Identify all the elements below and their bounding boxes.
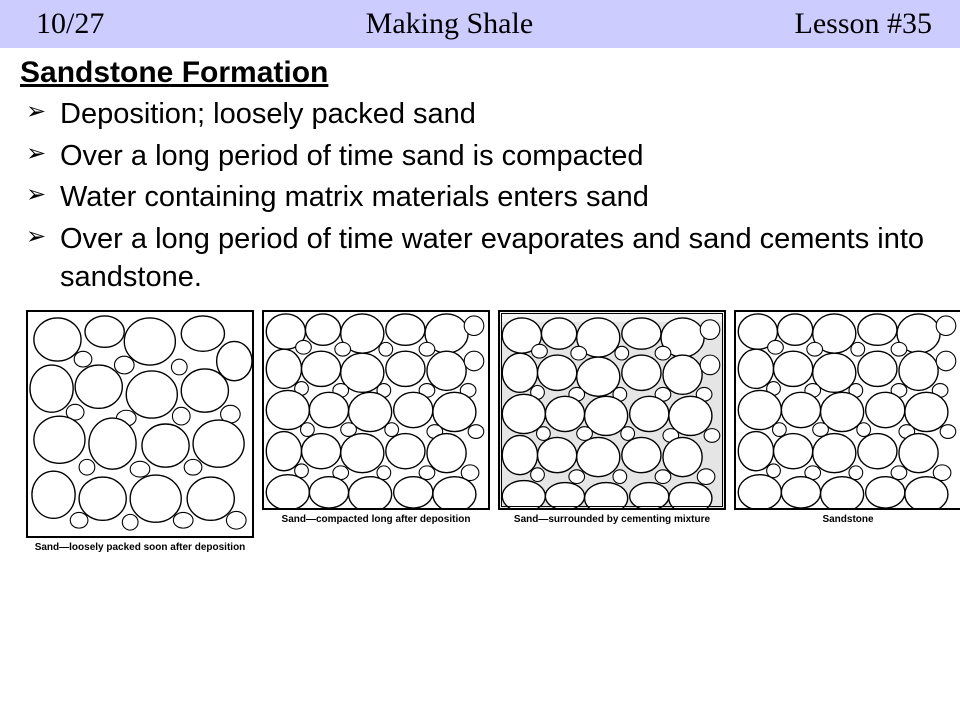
- header-lesson: Lesson #35: [795, 7, 933, 41]
- figure-panel-4: Sandstone: [734, 310, 960, 525]
- diagram-compacted-sand: [262, 310, 490, 510]
- figure-panel-3: Sand—surrounded by cementing mixture: [498, 310, 726, 525]
- bullet-item: Over a long period of time sand is compa…: [24, 138, 940, 176]
- diagram-cementing-sand: [498, 310, 726, 510]
- figure-caption: Sand—loosely packed soon after depositio…: [35, 542, 246, 553]
- slide-content: Sandstone Formation Deposition; loosely …: [0, 48, 960, 553]
- figure-panel-1: Sand—loosely packed soon after depositio…: [26, 310, 254, 553]
- figure-caption: Sand—surrounded by cementing mixture: [514, 514, 710, 525]
- diagram-loose-sand: [26, 310, 254, 538]
- diagram-sandstone: [734, 310, 960, 510]
- header-date: 10/27: [36, 7, 104, 41]
- bullet-item: Deposition; loosely packed sand: [24, 96, 940, 134]
- figure-caption: Sand—compacted long after deposition: [282, 514, 471, 525]
- bullet-item: Over a long period of time water evapora…: [24, 221, 940, 296]
- bullet-list: Deposition; loosely packed sand Over a l…: [20, 96, 940, 296]
- section-title: Sandstone Formation: [20, 56, 940, 90]
- figure-row: Sand—loosely packed soon after depositio…: [20, 300, 940, 553]
- figure-panel-2: Sand—compacted long after deposition: [262, 310, 490, 525]
- figure-caption: Sandstone: [822, 514, 873, 525]
- slide-header: 10/27 Making Shale Lesson #35: [0, 0, 960, 48]
- header-title: Making Shale: [104, 7, 794, 41]
- bullet-item: Water containing matrix materials enters…: [24, 179, 940, 217]
